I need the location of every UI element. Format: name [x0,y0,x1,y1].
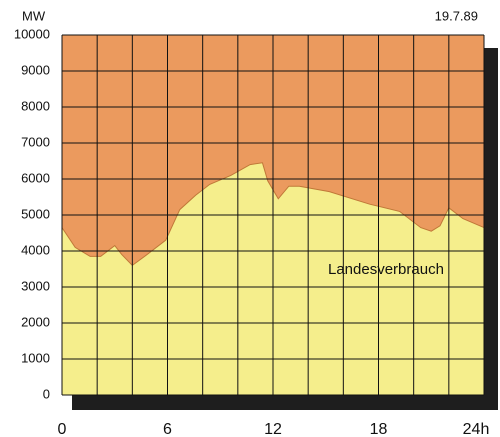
y-tick-label: 7000 [21,134,50,149]
y-tick-label: 1000 [21,350,50,365]
y-tick-label: 9000 [21,62,50,77]
annotation: Landesverbrauch [328,261,444,278]
y-tick-label: 2000 [21,314,50,329]
x-tick-label: 6 [163,421,172,437]
y-tick-label: 4000 [21,242,50,257]
y-tick-label: 3000 [21,278,50,293]
x-tick-label: 24h [463,421,490,437]
date-label: 19.7.89 [435,8,478,23]
line [61,162,485,267]
x-tick-label: 0 [58,421,67,437]
x-tick-label: 18 [370,421,388,437]
shadow-right [484,48,498,410]
y-tick-label: 10000 [14,26,50,41]
y-tick-label: 6000 [21,170,50,185]
y-tick-label: 5000 [21,206,50,221]
unit-label: MW [22,8,46,23]
x-tick-label: 12 [264,421,282,437]
shadow-bottom [72,395,498,410]
y-tick-label: 0 [43,386,50,401]
y-tick-label: 8000 [21,98,50,113]
